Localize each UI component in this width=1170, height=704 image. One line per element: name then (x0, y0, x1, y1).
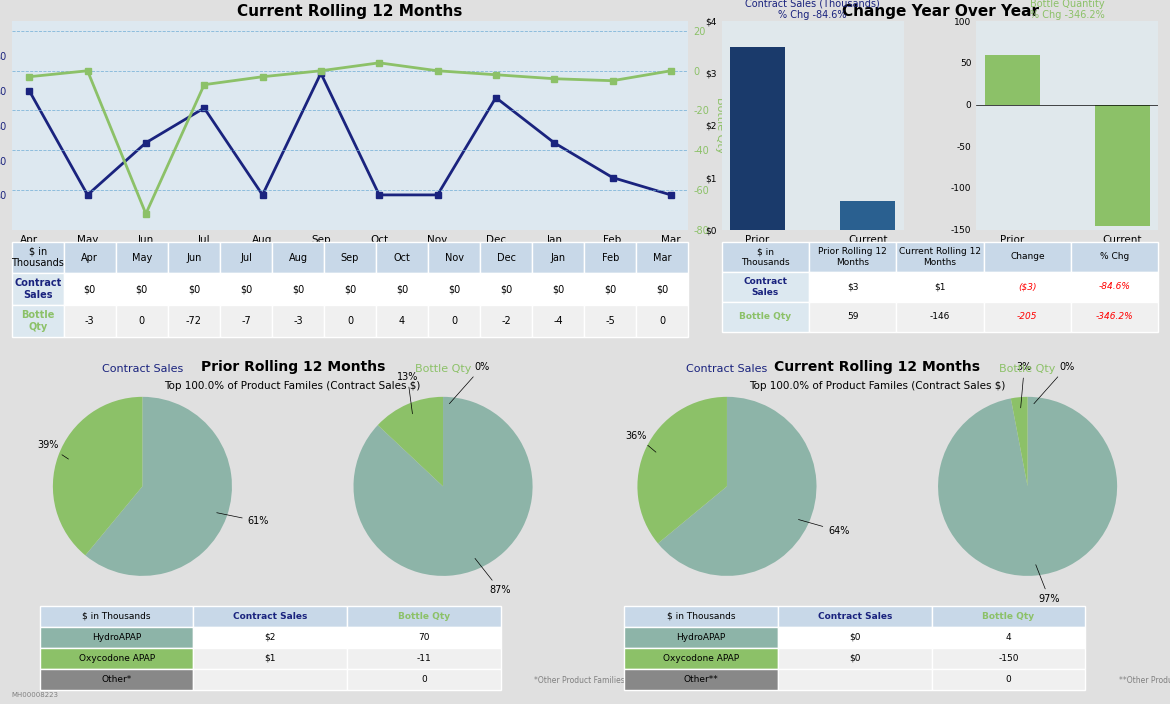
Text: 87%: 87% (475, 558, 511, 595)
Wedge shape (1011, 397, 1027, 486)
Text: 97%: 97% (1035, 565, 1060, 604)
Text: 39%: 39% (37, 441, 69, 459)
Text: 36%: 36% (626, 431, 656, 452)
Title: Bottle Qty: Bottle Qty (415, 364, 472, 374)
Wedge shape (85, 397, 232, 576)
Text: Top 100.0% of Product Familes (Contract Sales $): Top 100.0% of Product Familes (Contract … (749, 381, 1005, 391)
Bar (1095, 104, 1150, 226)
Title: Contract Sales (Thousands)
% Chg -84.6%: Contract Sales (Thousands) % Chg -84.6% (745, 0, 880, 20)
Title: Current Rolling 12 Months: Current Rolling 12 Months (238, 4, 462, 18)
Text: *Other Product Families:: *Other Product Families: (535, 677, 627, 685)
Text: **Other Product Families:: **Other Product Families: (1119, 677, 1170, 685)
Wedge shape (658, 397, 817, 576)
Title: Bottle Quantity
% Chg -346.2%: Bottle Quantity % Chg -346.2% (1030, 0, 1104, 20)
Title: Bottle Qty: Bottle Qty (999, 364, 1055, 374)
Wedge shape (638, 397, 727, 543)
Wedge shape (938, 397, 1117, 576)
Y-axis label: Bottle Qty: Bottle Qty (715, 97, 724, 153)
Title: Contract Sales: Contract Sales (687, 364, 768, 374)
Text: 61%: 61% (216, 513, 269, 527)
Bar (730, 47, 785, 230)
Text: 0%: 0% (1034, 362, 1074, 403)
Text: Top 100.0% of Product Familes (Contract Sales $): Top 100.0% of Product Familes (Contract … (165, 381, 421, 391)
Title: Current Rolling 12 Months: Current Rolling 12 Months (775, 360, 980, 375)
Title: Contract Sales: Contract Sales (102, 364, 183, 374)
Bar (840, 201, 895, 230)
Text: 13%: 13% (397, 372, 418, 414)
Bar (985, 56, 1040, 104)
Wedge shape (378, 397, 443, 486)
Title: Prior Rolling 12 Months: Prior Rolling 12 Months (200, 360, 385, 375)
Text: MH00008223: MH00008223 (12, 692, 59, 698)
Text: 0%: 0% (449, 362, 489, 403)
Title: Change Year Over Year: Change Year Over Year (841, 4, 1039, 18)
Text: 3%: 3% (1017, 363, 1032, 408)
Wedge shape (353, 397, 532, 576)
Wedge shape (53, 397, 143, 555)
Text: 64%: 64% (798, 520, 849, 536)
